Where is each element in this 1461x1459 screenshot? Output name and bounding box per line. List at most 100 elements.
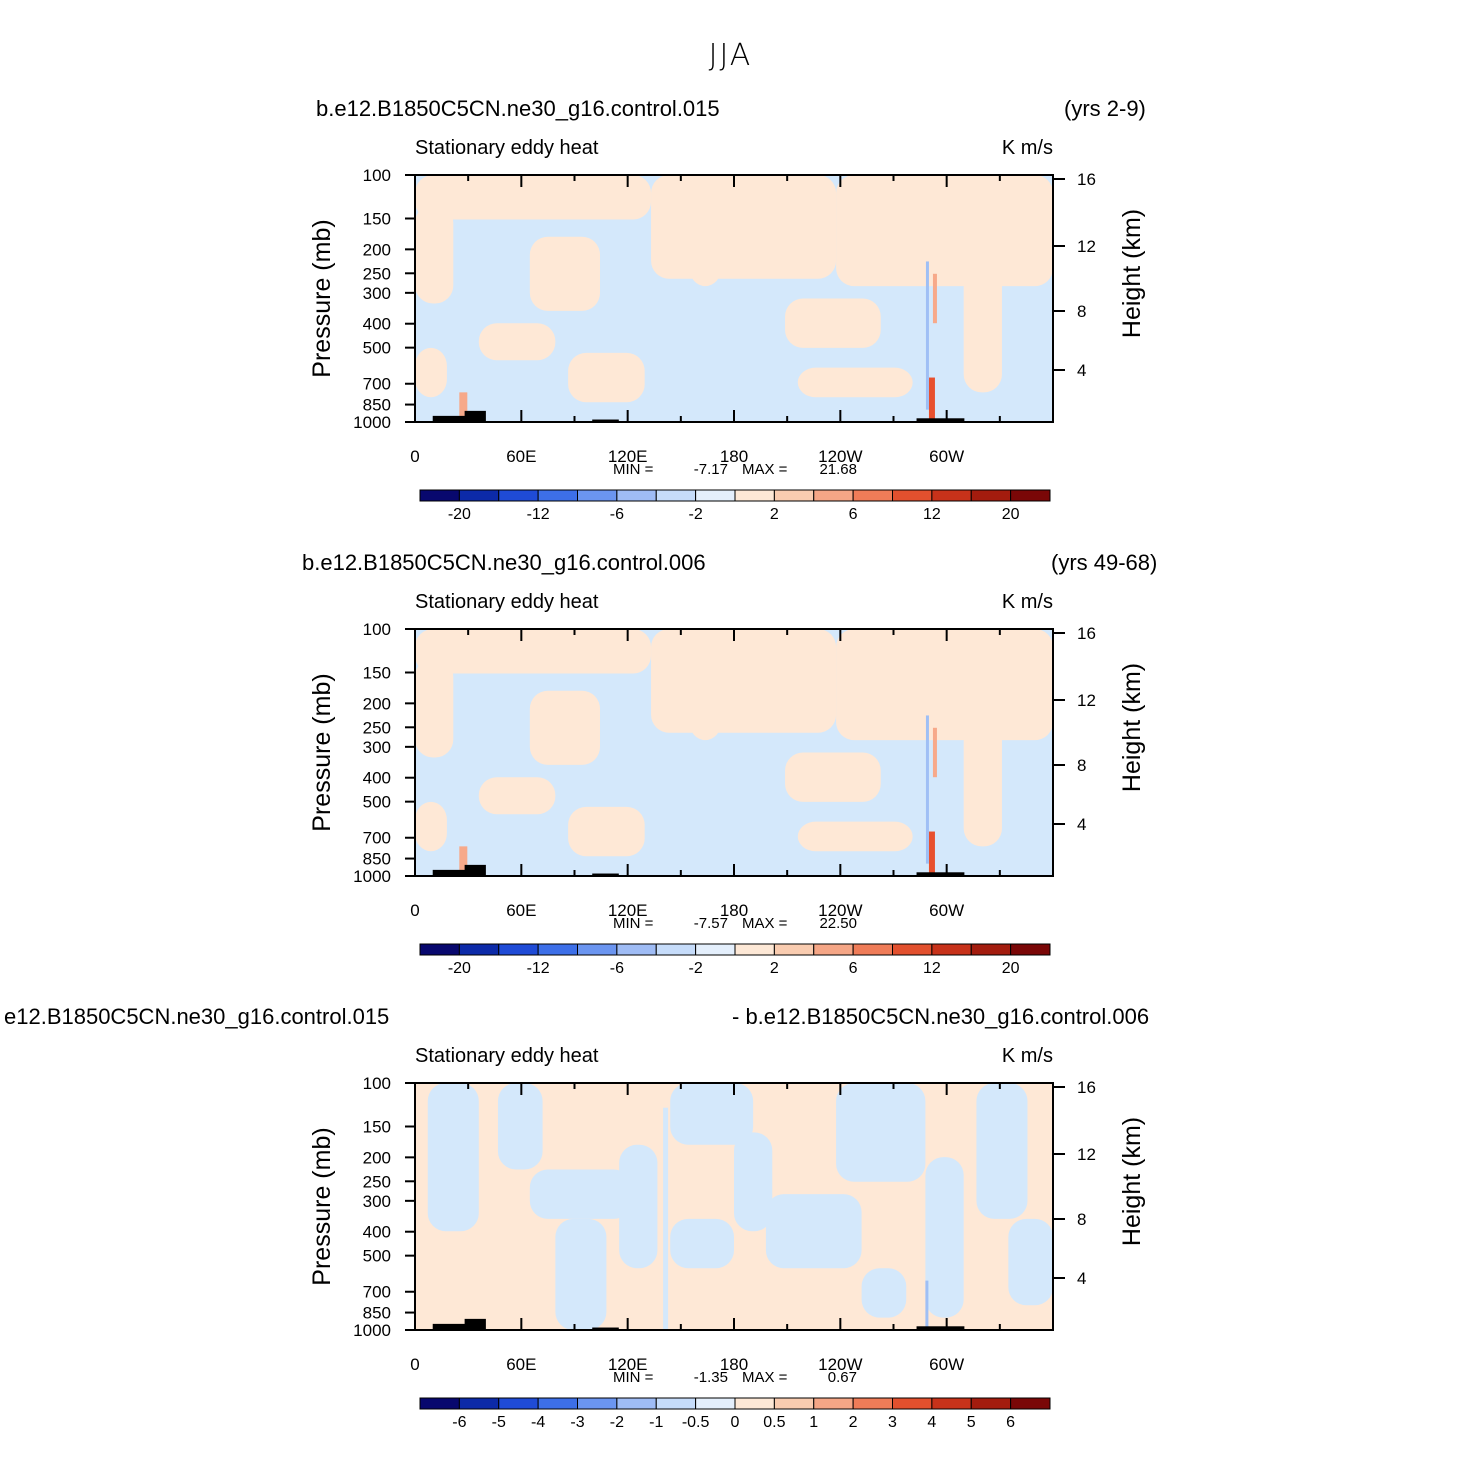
colorbar-label: 0 <box>731 1414 740 1431</box>
y-tick-label: 100 <box>363 1074 391 1093</box>
colorbar-label: 5 <box>967 1414 976 1431</box>
field-region <box>836 175 1053 287</box>
field-region <box>963 653 1002 847</box>
colorbar-box <box>852 943 893 956</box>
field-region <box>651 629 837 733</box>
colorbar-box <box>970 489 1012 502</box>
field-region <box>925 1157 964 1318</box>
panel-1-case-right: (yrs 2-9) <box>1064 96 1146 121</box>
field-region <box>785 298 881 348</box>
y-tick-label: 200 <box>363 1148 391 1167</box>
stats-min-value: -1.35 <box>694 1369 728 1386</box>
y-right-tick-label: 4 <box>1077 1269 1086 1288</box>
x-tick-label: 60W <box>929 901 964 920</box>
y-tick-label: 100 <box>363 620 391 639</box>
colorbar-label: 6 <box>1006 1414 1015 1431</box>
colorbar-box <box>931 943 972 956</box>
y-tick-label: 200 <box>363 240 391 259</box>
field-region <box>925 261 929 410</box>
field-region <box>670 1083 754 1145</box>
colorbar-label: -2 <box>689 960 703 977</box>
colorbar-box <box>458 943 500 956</box>
field-region <box>529 1169 632 1219</box>
y-tick-label: 200 <box>363 694 391 713</box>
field-region <box>568 352 645 403</box>
y-right-tick-label: 12 <box>1077 691 1096 710</box>
topography <box>592 419 619 422</box>
y-right-tick-label: 12 <box>1077 237 1096 256</box>
panel-title: Stationary eddy heat <box>415 1045 599 1067</box>
colorbar-box <box>813 1397 854 1410</box>
field-region <box>928 831 935 876</box>
x-tick-label: 120W <box>818 1355 862 1374</box>
colorbar-label: -12 <box>527 506 550 523</box>
x-tick-label: 60E <box>506 447 536 466</box>
panel-title: Stationary eddy heat <box>415 137 599 159</box>
field-region <box>670 1218 734 1269</box>
panel-2: Stationary eddy heat K m/s100150200250300… <box>308 591 1146 977</box>
colorbar-label: -1 <box>649 1414 663 1431</box>
colorbar-box <box>931 1397 972 1410</box>
colorbar-label: 2 <box>770 506 779 523</box>
panel-2-case-right: (yrs 49-68) <box>1051 550 1158 575</box>
stats-min-value: -7.17 <box>694 461 728 478</box>
field-region <box>663 1107 669 1330</box>
y-tick-label: 850 <box>363 1304 391 1323</box>
stats-min-label: MIN = <box>613 915 654 932</box>
y-tick-label: 850 <box>363 396 391 415</box>
y-tick-label: 400 <box>363 769 391 788</box>
y-right-tick-label: 4 <box>1077 815 1086 834</box>
field-region <box>765 1194 862 1269</box>
y-tick-label: 300 <box>363 284 391 303</box>
colorbar-box <box>458 489 500 502</box>
colorbar-box <box>892 489 933 502</box>
panel-1: Stationary eddy heat K m/s100150200250300… <box>308 137 1146 523</box>
field-region <box>932 273 937 324</box>
y-right-tick-label: 16 <box>1077 170 1096 189</box>
colorbar-label: -2 <box>610 1414 624 1431</box>
topography <box>432 1318 486 1330</box>
colorbar-label: 20 <box>1002 960 1020 977</box>
x-tick-label: 120E <box>608 447 648 466</box>
y-right-tick-label: 4 <box>1077 361 1086 380</box>
y-tick-label: 150 <box>363 663 391 682</box>
colorbar-label: 2 <box>770 960 779 977</box>
field-region <box>928 377 935 422</box>
y-axis-label: Pressure (mb) <box>308 673 336 831</box>
colorbar-label: 3 <box>888 1414 897 1431</box>
colorbar-label: 4 <box>927 1414 936 1431</box>
main-title: JJA <box>708 38 753 73</box>
y-tick-label: 400 <box>363 1223 391 1242</box>
colorbar-box <box>537 943 578 956</box>
topography <box>592 1327 619 1330</box>
field-region <box>797 367 913 398</box>
field-region <box>415 347 447 398</box>
y-right-tick-label: 8 <box>1077 756 1086 775</box>
colorbar-box <box>734 489 775 502</box>
y-tick-label: 250 <box>363 264 391 283</box>
panel-units: K m/s <box>1002 137 1053 159</box>
field-region <box>689 236 722 287</box>
colorbar-box <box>537 1397 578 1410</box>
stats-max-value: 22.50 <box>819 915 857 932</box>
colorbar-box <box>931 489 972 502</box>
x-tick-label: 0 <box>410 1355 419 1374</box>
y-tick-label: 500 <box>363 1247 391 1266</box>
panel-units: K m/s <box>1002 1045 1053 1067</box>
stats-min-label: MIN = <box>613 461 654 478</box>
y-right-tick-label: 16 <box>1077 1078 1096 1097</box>
field-region <box>415 175 652 220</box>
colorbar-label: -4 <box>531 1414 545 1431</box>
field-region <box>427 1083 479 1232</box>
colorbar-box <box>773 943 815 956</box>
colorbar-label: 12 <box>923 506 941 523</box>
colorbar-box <box>419 489 460 502</box>
x-tick-label: 0 <box>410 447 419 466</box>
colorbar-box <box>695 489 736 502</box>
field-region <box>478 323 556 361</box>
colorbar-box <box>892 943 933 956</box>
x-tick-label: 180 <box>720 1355 748 1374</box>
y-tick-label: 850 <box>363 850 391 869</box>
panel-title: Stationary eddy heat <box>415 591 599 613</box>
field-region <box>925 715 929 864</box>
